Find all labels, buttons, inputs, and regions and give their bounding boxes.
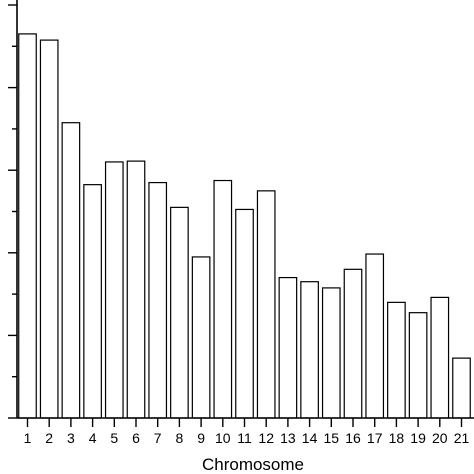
bar-chromosome-14 xyxy=(300,281,319,419)
bar-chromosome-7 xyxy=(148,181,168,419)
bar-chromosome-9 xyxy=(191,256,211,419)
x-tick-label: 3 xyxy=(67,430,75,446)
x-tick-label: 10 xyxy=(215,430,231,446)
x-tick-label: 6 xyxy=(132,430,140,446)
bar-chromosome-17 xyxy=(365,253,385,419)
x-axis-ticks: 1 2 3 4 5 6 7 8 9 10 11 12 13 14 15 16 17 18 19 20 21 xyxy=(24,418,470,446)
x-axis-label: Chromosome xyxy=(202,455,304,474)
x-tick-label: 16 xyxy=(345,430,361,446)
bar-chromosome-2 xyxy=(39,39,59,419)
bar-chromosome-12 xyxy=(256,190,276,419)
bar-chromosome-1 xyxy=(18,33,37,419)
x-tick-label: 21 xyxy=(454,430,470,446)
bar-chromosome-3 xyxy=(61,122,81,419)
bar-chromosome-11 xyxy=(235,208,254,419)
x-tick-label: 15 xyxy=(324,430,340,446)
x-tick-label: 12 xyxy=(258,430,274,446)
bar-chromosome-19 xyxy=(408,312,428,419)
x-tick-label: 14 xyxy=(302,430,318,446)
x-tick-label: 18 xyxy=(389,430,405,446)
bar-chromosome-16 xyxy=(343,268,363,419)
bar-chromosome-4 xyxy=(83,184,102,419)
bar-chromosome-5 xyxy=(104,161,124,419)
x-tick-label: 4 xyxy=(89,430,97,446)
bar-chromosome-15 xyxy=(321,287,341,419)
x-tick-label: 20 xyxy=(432,430,448,446)
bar-chromosome-10 xyxy=(213,179,233,419)
x-tick-label: 9 xyxy=(197,430,205,446)
x-tick-label: 7 xyxy=(154,430,162,446)
y-axis-ticks xyxy=(8,4,17,419)
x-tick-label: 13 xyxy=(280,430,296,446)
x-tick-label: 17 xyxy=(367,430,383,446)
x-tick-label: 2 xyxy=(45,430,53,446)
x-tick-label: 5 xyxy=(110,430,118,446)
bar-chromosome-21 xyxy=(452,357,471,419)
bar-chromosome-18 xyxy=(387,301,406,419)
x-tick-label: 1 xyxy=(24,430,32,446)
x-tick-label: 19 xyxy=(410,430,426,446)
bar-chromosome-6 xyxy=(126,160,146,419)
bar-chromosome-13 xyxy=(278,276,298,419)
bar-chromosome-20 xyxy=(430,296,450,419)
x-tick-label: 11 xyxy=(237,430,252,446)
x-tick-label: 8 xyxy=(176,430,184,446)
bars xyxy=(18,33,471,419)
bar-chromosome-8 xyxy=(170,206,189,419)
